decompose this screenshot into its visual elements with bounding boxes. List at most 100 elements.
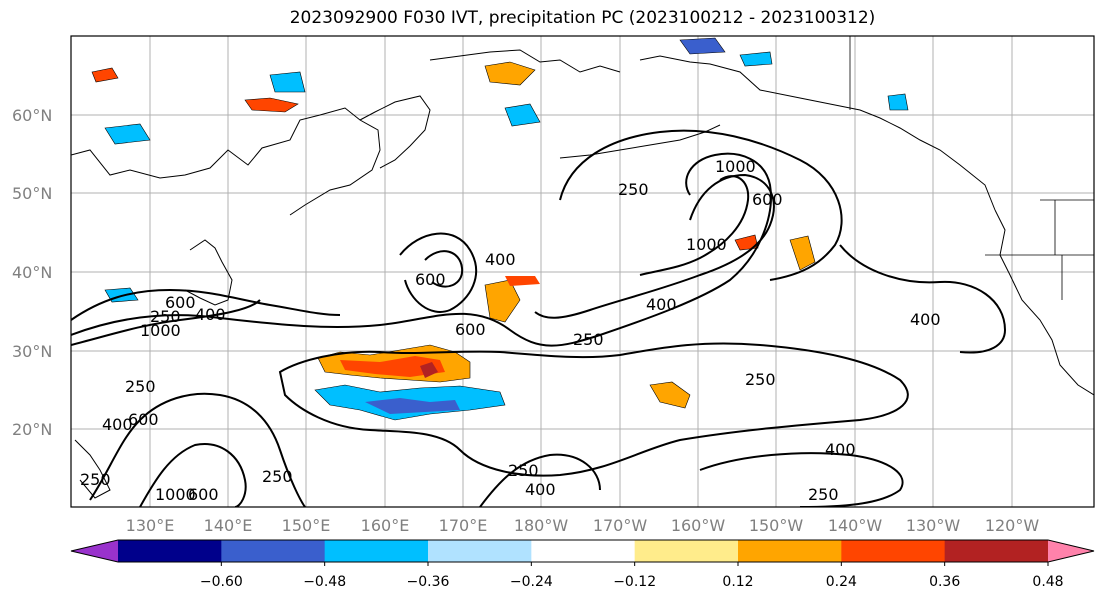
colorbar-tick-label: −0.12 (613, 574, 656, 590)
lon-label: 170°W (593, 516, 648, 535)
contour-label: 400 (646, 295, 677, 314)
coastline-kamchatka (359, 95, 431, 169)
ivt-contour-se (699, 452, 904, 507)
ivt-contour-sw-inner (139, 443, 247, 507)
coastline-japan (184, 239, 233, 306)
colorbar-tick-label: −0.24 (510, 574, 553, 590)
contour-label: 400 (525, 480, 556, 499)
contour-label: 250 (80, 470, 111, 489)
precip-patch-bering (484, 61, 536, 86)
colorbar-tick-label: 0.12 (722, 574, 753, 590)
map-area: 250 400 600 1000 250 600 400 600 250 400… (71, 36, 1094, 507)
ivt-contour-250-south (278, 342, 909, 477)
ivt-contours (71, 129, 1007, 507)
coastlines (71, 49, 1094, 499)
lon-label: 120°W (985, 516, 1040, 535)
colorbar-segment (841, 540, 946, 562)
coastline-alaska (639, 55, 996, 211)
map-title: 2023092900 F030 IVT, precipitation PC (2… (289, 8, 876, 28)
lat-label: 20°N (12, 420, 52, 439)
ivt-contour-bottom (479, 453, 601, 507)
coastline-siberia (429, 49, 621, 73)
ivt-contour-250-east (839, 244, 1007, 354)
precip-negative-anomalies (104, 37, 909, 421)
colorbar (70, 539, 1095, 563)
lon-label: 160°W (671, 516, 726, 535)
colorbar-segment (531, 540, 636, 562)
contour-label: 250 (262, 467, 293, 486)
precip-patch-central (649, 381, 691, 409)
precip-band-max (420, 362, 438, 378)
colorbar-tick-labels: −0.60 −0.48 −0.36 −0.24 −0.12 0.12 0.24 0.36 0.4… (200, 562, 1064, 590)
contour-label: 250 (125, 377, 156, 396)
lon-label: 160°E (361, 516, 410, 535)
contour-label: 400 (825, 440, 856, 459)
lon-label: 130°E (126, 516, 175, 535)
colorbar-segment (738, 540, 842, 562)
contour-label: 1000 (155, 485, 196, 504)
precip-neg-core (365, 398, 460, 414)
precip-patch-east (789, 235, 816, 271)
contour-label: 600 (415, 270, 446, 289)
contour-label: 250 (808, 485, 839, 504)
precip-neg-alaska (887, 93, 909, 111)
colorbar-segment (324, 540, 429, 562)
colorbar-segment (428, 540, 532, 562)
colorbar-extend-max (1048, 540, 1094, 562)
contour-label: 400 (195, 305, 226, 324)
coastline-asia (71, 107, 381, 216)
lon-label: 130°W (906, 516, 961, 535)
precip-neg-north (679, 37, 726, 55)
lat-label: 40°N (12, 263, 52, 282)
lat-label: 60°N (12, 106, 52, 125)
contour-label: 1000 (715, 157, 756, 176)
colorbar-segment (944, 540, 1049, 562)
lon-label: 170°E (439, 516, 488, 535)
contour-label: 600 (752, 190, 783, 209)
colorbar-tick-label: −0.36 (407, 574, 450, 590)
ivt-contour-250-main (71, 152, 772, 347)
colorbar-tick-label: 0.24 (826, 574, 857, 590)
contour-label: 1000 (686, 235, 727, 254)
contour-label: 600 (188, 485, 219, 504)
colorbar-tick-label: 0.36 (929, 574, 960, 590)
longitude-labels: 130°E 140°E 150°E 160°E 170°E 180°W 170°W 160°W… (126, 516, 1040, 535)
contour-label: 250 (618, 180, 649, 199)
precip-patch-low (484, 279, 521, 323)
lat-label: 30°N (12, 342, 52, 361)
contour-label: 250 (573, 330, 604, 349)
contour-label: 1000 (140, 321, 181, 340)
latitude-labels: 60°N 50°N 40°N 30°N 20°N (12, 106, 52, 439)
contour-label: 400 (910, 310, 941, 329)
precip-neg-east (739, 51, 773, 67)
precip-patch-westpac (244, 97, 299, 113)
contour-label: 400 (485, 250, 516, 269)
ivt-contour-250-loop (559, 129, 843, 281)
colorbar-segment (634, 540, 739, 562)
lat-label: 50°N (12, 184, 52, 203)
lon-label: 140°W (828, 516, 883, 535)
ivt-contour-600-asia (71, 299, 261, 346)
precip-patch-midlat (505, 276, 540, 286)
colorbar-tick-label: 0.48 (1032, 574, 1063, 590)
colorbar-tick-label: −0.48 (303, 574, 346, 590)
lon-label: 140°E (204, 516, 253, 535)
lon-label: 180°W (514, 516, 569, 535)
map-border (70, 35, 1095, 508)
contour-label: 250 (508, 461, 539, 480)
ivt-contour-sw (89, 392, 306, 507)
ivt-contour-600 (424, 250, 464, 288)
precip-patch-nw (91, 67, 119, 83)
colorbar-segment (221, 540, 326, 562)
precip-neg-westpac (104, 123, 151, 145)
colorbar-segment (118, 540, 222, 562)
contour-label: 600 (165, 293, 196, 312)
borders (849, 36, 1094, 300)
contour-label: 600 (455, 320, 486, 339)
ivt-contour-labels: 250 400 600 1000 250 600 400 600 250 400… (80, 157, 941, 504)
colorbar-outline (70, 539, 1095, 563)
lon-label: 150°W (749, 516, 804, 535)
precip-positive-anomalies (91, 61, 816, 409)
colorbar-tick-label: −0.60 (200, 574, 243, 590)
